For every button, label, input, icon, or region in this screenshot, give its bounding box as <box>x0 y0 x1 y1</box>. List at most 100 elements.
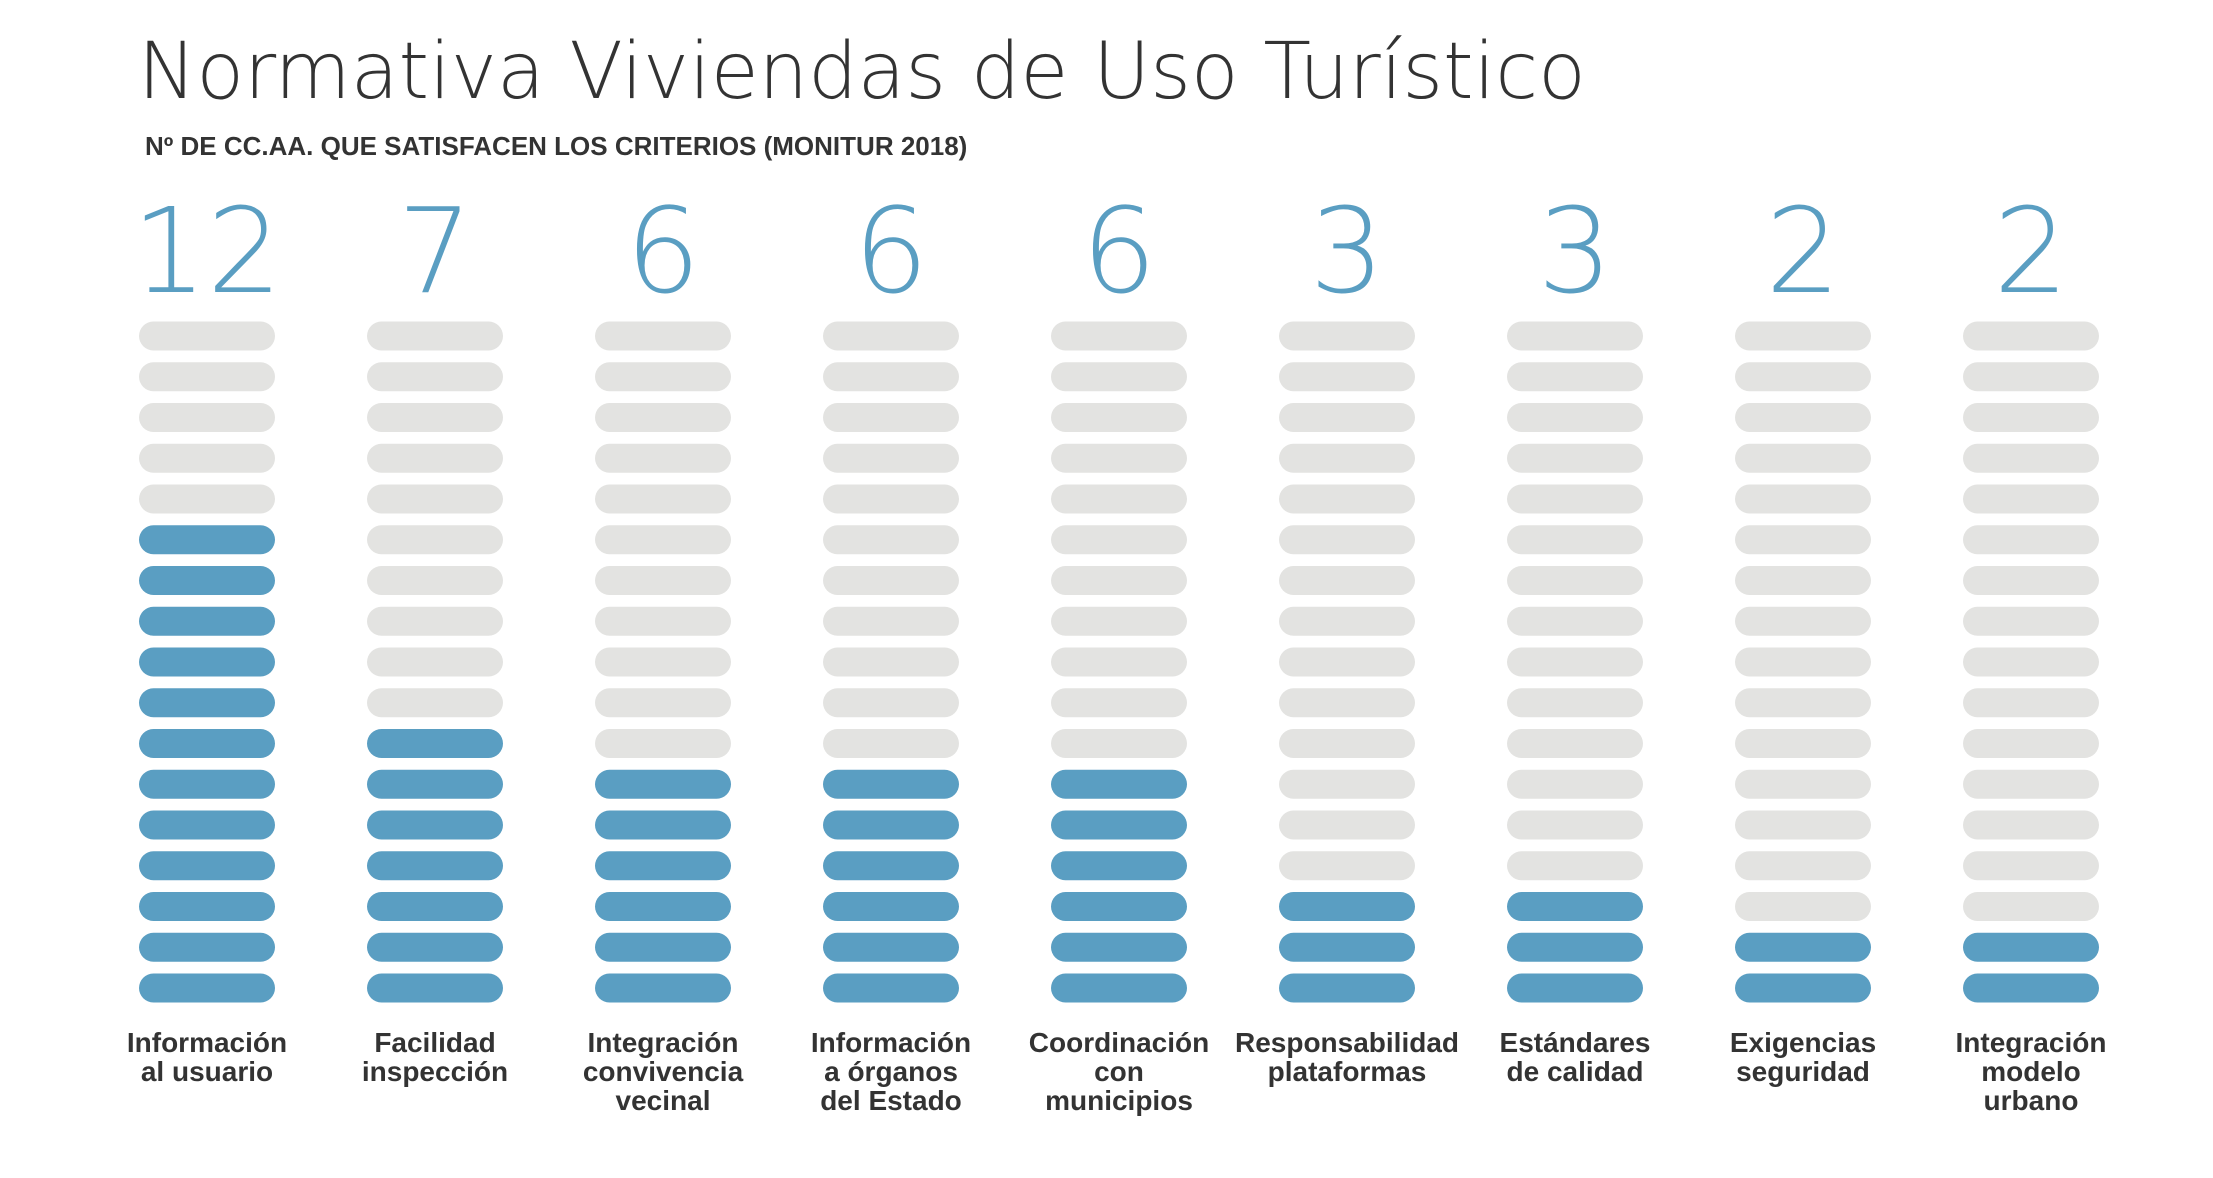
bar-unit-empty <box>1051 321 1187 351</box>
bar-unit-filled <box>1051 932 1187 962</box>
bar-unit-filled <box>1507 892 1643 921</box>
bar-unit-empty <box>1279 769 1415 799</box>
bar-unit-empty <box>1051 525 1187 555</box>
bar-unit-empty <box>367 362 503 392</box>
bar-unit-empty <box>823 484 959 514</box>
bar-unit-empty <box>1051 443 1187 473</box>
bar-unit-filled <box>595 973 731 1003</box>
bar-unit-empty <box>1963 606 2099 636</box>
bar-unit-empty <box>1963 810 2099 840</box>
bar-unit-empty <box>823 403 959 432</box>
bar-unit-empty <box>1507 688 1643 718</box>
bar-unit-empty <box>1963 362 2099 392</box>
bar-unit-filled <box>367 851 503 881</box>
bar-unit-empty <box>1507 729 1643 758</box>
bar-unit-empty <box>367 403 503 432</box>
bar-unit-empty <box>1735 362 1871 392</box>
bar-unit-empty <box>595 484 731 514</box>
data-label: 3 <box>1537 182 1612 320</box>
bar-unit-filled <box>139 688 275 718</box>
bar-unit-empty <box>1507 769 1643 799</box>
bar-unit-filled <box>139 810 275 840</box>
bar-unit-filled <box>1051 810 1187 840</box>
data-label: 7 <box>397 182 472 320</box>
bar-unit-filled <box>595 810 731 840</box>
bar-unit-empty <box>1279 647 1415 677</box>
bar-unit-empty <box>1279 606 1415 636</box>
bar-unit-empty <box>1963 769 2099 799</box>
bar-unit-filled <box>367 769 503 799</box>
bar-unit-empty <box>595 321 731 351</box>
bar-unit-empty <box>1507 403 1643 432</box>
bar-unit-empty <box>595 688 731 718</box>
bar-unit-filled <box>823 932 959 962</box>
bar-unit-filled <box>595 892 731 921</box>
bar-unit-filled <box>1279 932 1415 962</box>
bar-unit-empty <box>1735 810 1871 840</box>
bar-unit-filled <box>139 769 275 799</box>
category-label: al usuario <box>141 1056 273 1087</box>
bar-unit-filled <box>139 851 275 881</box>
bar-unit-empty <box>1507 484 1643 514</box>
category-label: de calidad <box>1507 1056 1644 1087</box>
bar-unit-filled <box>1279 892 1415 921</box>
bar-unit-empty <box>1279 688 1415 718</box>
data-label: 6 <box>853 182 928 320</box>
data-label: 2 <box>1993 182 2068 320</box>
bar-unit-empty <box>823 729 959 758</box>
bar-unit-empty <box>1963 729 2099 758</box>
bar-unit-empty <box>823 321 959 351</box>
bar-unit-empty <box>1963 443 2099 473</box>
bar-unit-filled <box>367 973 503 1003</box>
bar-unit-empty <box>1963 647 2099 677</box>
bar-unit-empty <box>1963 403 2099 432</box>
bar-unit-filled <box>1507 932 1643 962</box>
bar-unit-empty <box>1735 769 1871 799</box>
chart-title: Normativa Viviendas de Uso Turístico <box>138 27 1586 117</box>
bar-unit-empty <box>1507 606 1643 636</box>
bar-unit-empty <box>595 566 731 595</box>
category-label: Integración <box>1956 1027 2107 1058</box>
bar-unit-empty <box>823 606 959 636</box>
bar-unit-filled <box>1279 973 1415 1003</box>
bar-unit-empty <box>1279 851 1415 881</box>
bar-unit-filled <box>367 729 503 758</box>
bar-unit-empty <box>1507 321 1643 351</box>
bar-unit-empty <box>1279 566 1415 595</box>
bar-unit-empty <box>1279 810 1415 840</box>
bar-unit-empty <box>1735 892 1871 921</box>
bar-unit-filled <box>1735 932 1871 962</box>
bar-unit-filled <box>1963 932 2099 962</box>
bar-unit-filled <box>823 851 959 881</box>
bar-unit-empty <box>1051 484 1187 514</box>
data-label: 2 <box>1765 182 1840 320</box>
category-label: municipios <box>1045 1085 1193 1116</box>
bar-unit-filled <box>1051 973 1187 1003</box>
bar-unit-empty <box>1507 647 1643 677</box>
bar-unit-empty <box>595 362 731 392</box>
category-label: del Estado <box>820 1085 962 1116</box>
bar-unit-filled <box>139 647 275 677</box>
category-label: urbano <box>1984 1085 2079 1116</box>
bar-unit-empty <box>1051 362 1187 392</box>
bar-unit-empty <box>1735 484 1871 514</box>
data-label: 6 <box>1081 182 1156 320</box>
bar-unit-filled <box>823 769 959 799</box>
category-label: Información <box>127 1027 287 1058</box>
bar-unit-filled <box>595 769 731 799</box>
bar-unit-empty <box>1963 484 2099 514</box>
bar-unit-empty <box>823 647 959 677</box>
bar-unit-empty <box>1051 647 1187 677</box>
category-label: Estándares <box>1500 1027 1651 1058</box>
category-label: vecinal <box>616 1085 711 1116</box>
bar-unit-empty <box>1279 484 1415 514</box>
data-label: 12 <box>132 182 282 320</box>
bar-unit-filled <box>139 729 275 758</box>
bar-unit-empty <box>139 321 275 351</box>
bar-unit-empty <box>1963 892 2099 921</box>
bar-unit-empty <box>1051 403 1187 432</box>
bar-unit-filled <box>1051 892 1187 921</box>
bar-unit-empty <box>1507 566 1643 595</box>
